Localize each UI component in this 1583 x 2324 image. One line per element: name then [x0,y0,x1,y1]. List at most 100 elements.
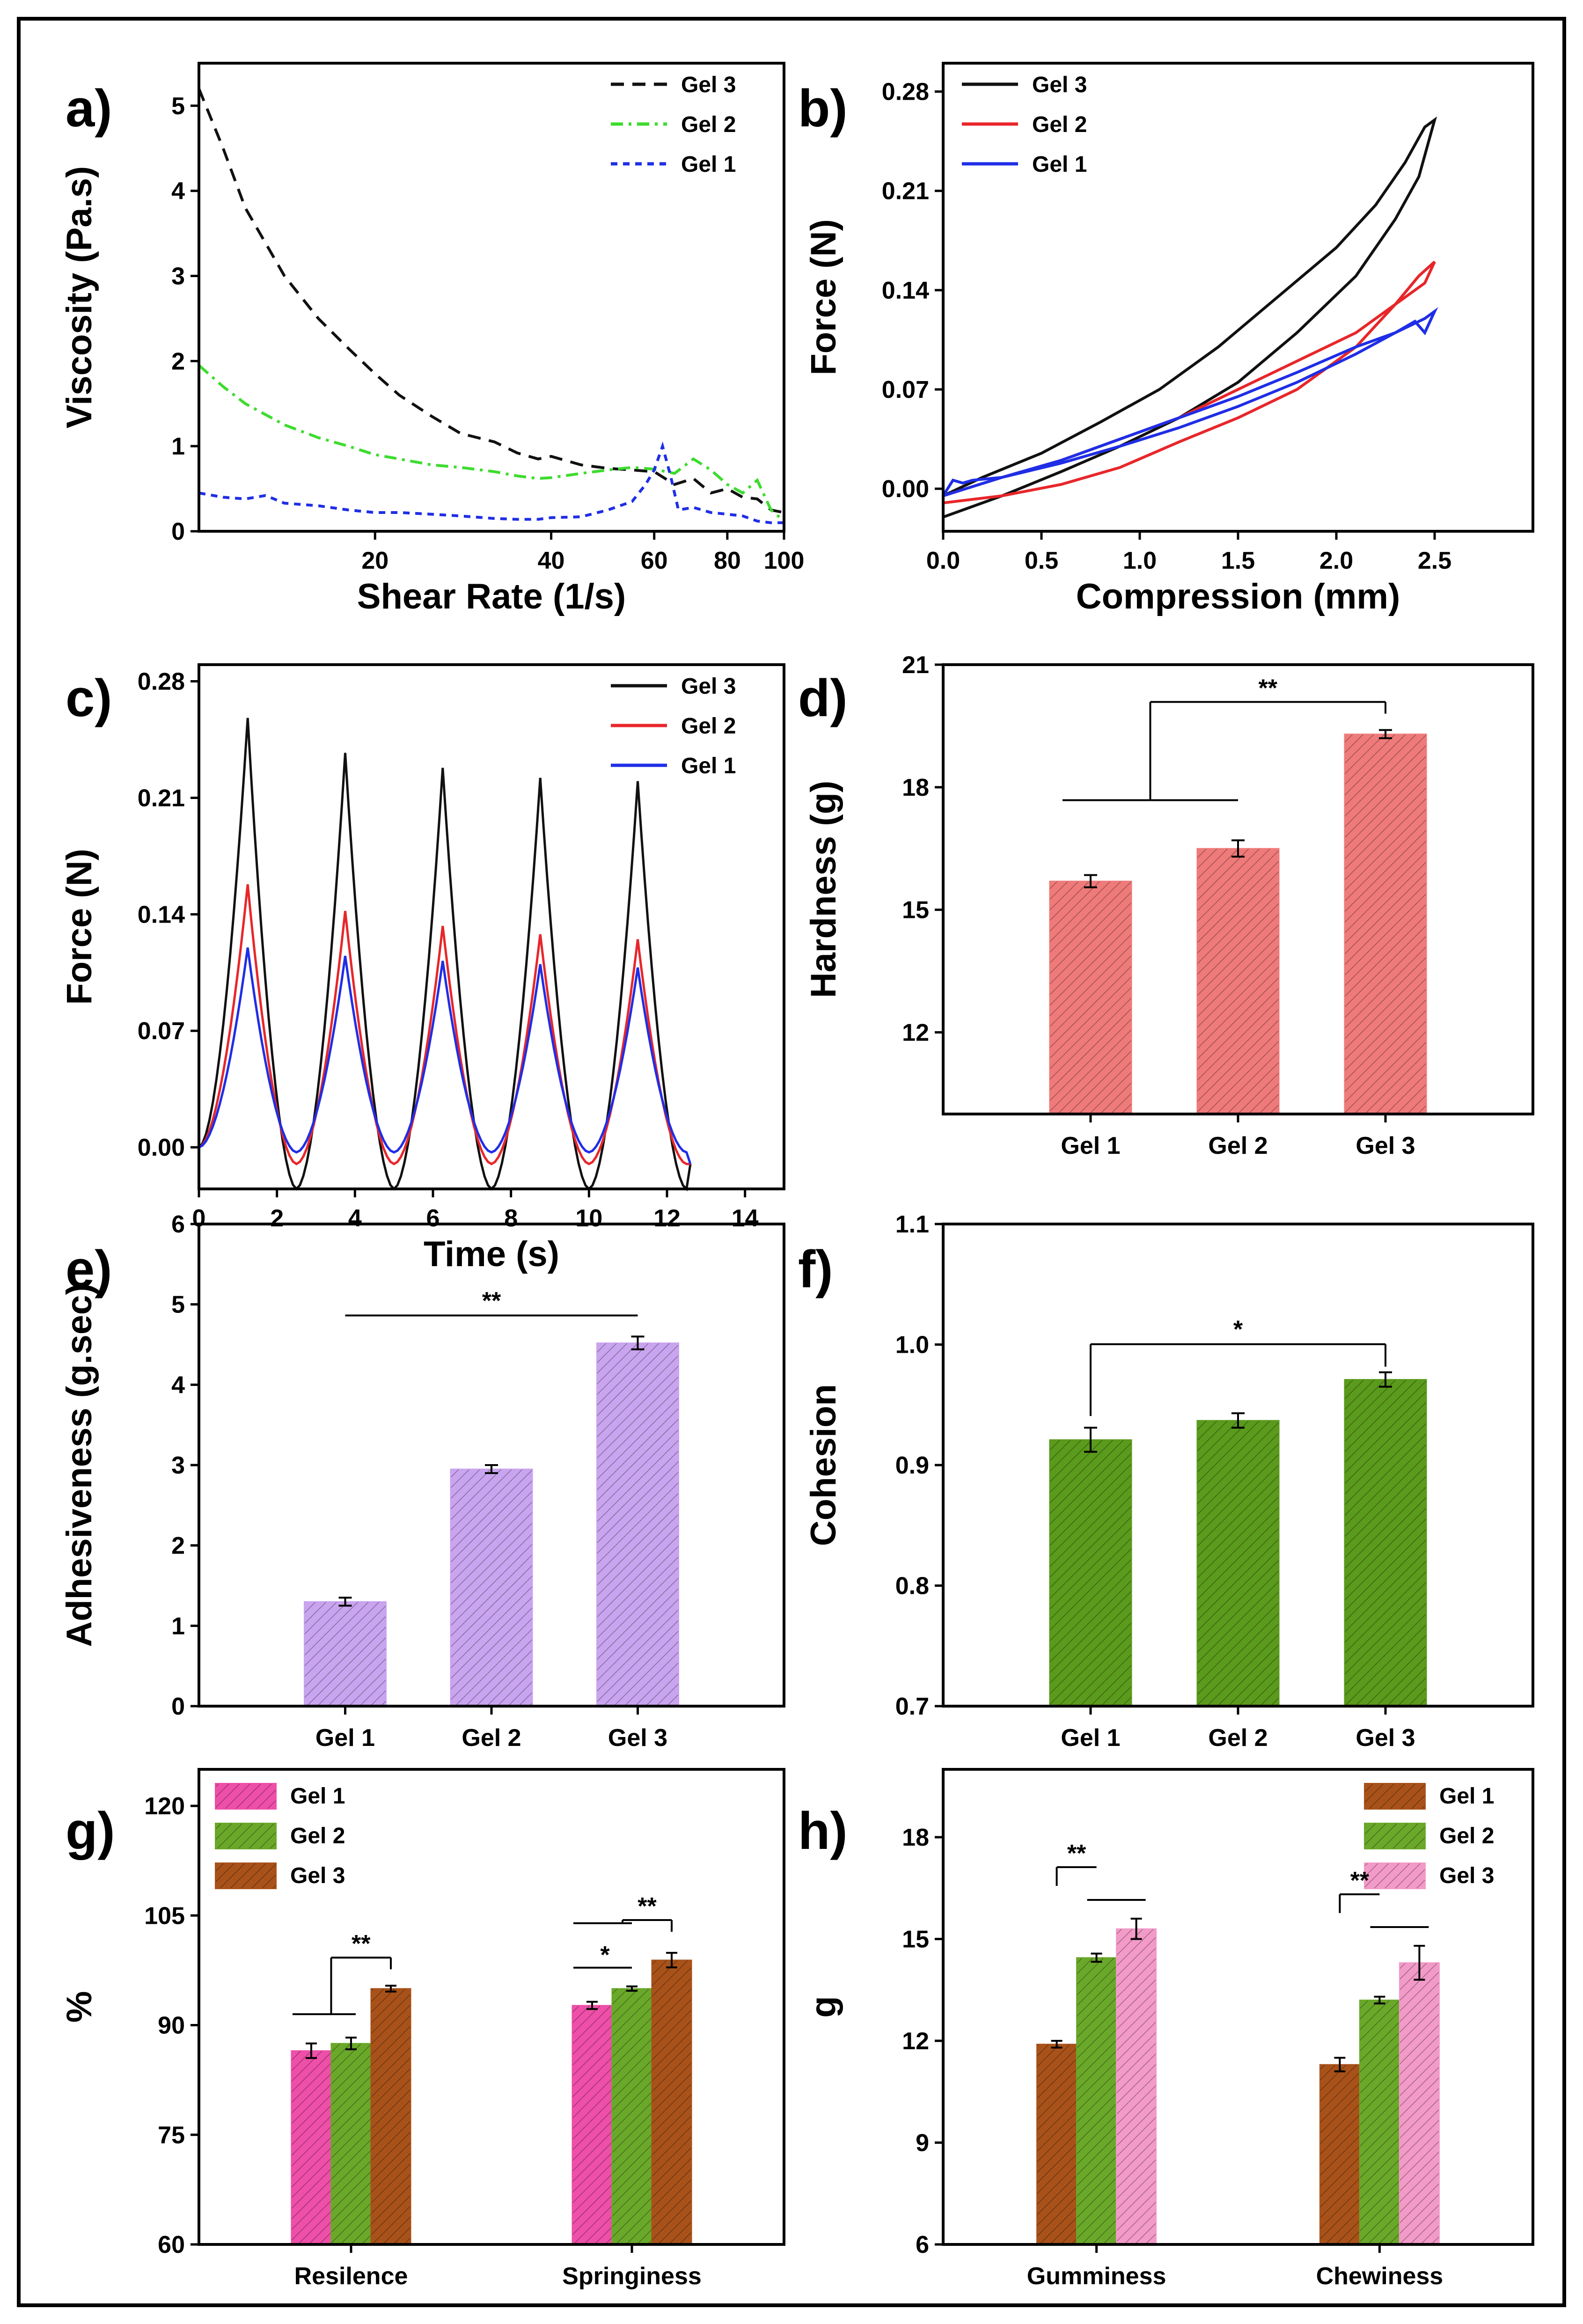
legend-swatch [215,1823,277,1849]
plot-frame [198,663,785,1190]
y-tick-label: 2 [171,1532,185,1560]
x-tick-label: 8 [504,1205,518,1232]
y-tick-label: 21 [902,652,929,679]
y-tick-label: 18 [902,774,929,801]
bar-gel2-chewiness [1359,2000,1400,2245]
bar-gel2-springiness [611,1988,652,2245]
y-tick-label: 0.14 [138,901,185,928]
series-line-gel1 [198,947,692,1165]
panel-a: a) 0 1 2 3 4 5 Viscosity (Pa.s) 20 40 60 80 100 Shear… [59,62,805,616]
bar-gel1-chewiness [1319,2064,1360,2245]
series-line-gel2 [198,364,785,522]
y-tick-label: 0.00 [882,476,929,503]
legend-label: Gel 1 [1439,1784,1494,1809]
legend-label: Gel 3 [681,73,736,97]
x-tick-label: Gel 1 [1061,1724,1120,1752]
y-tick-label: 0.21 [138,784,185,812]
panel-letter: d) [798,669,848,727]
bar-gel2-resilence [330,2043,372,2245]
x-tick-label: Resilence [294,2263,408,2290]
y-tick-label: 0.21 [882,178,929,205]
y-axis-title: % [59,1991,99,2023]
panel-letter: a) [66,79,112,138]
x-tick-label: 0.0 [926,547,960,574]
plot-frame [198,62,785,533]
legend-label: Gel 2 [1439,1824,1494,1848]
legend-label: Gel 2 [290,1824,345,1848]
plot-frame [942,663,1534,1115]
y-axis-title: Force (N) [804,219,843,375]
y-tick-label: 0.9 [895,1452,929,1479]
panel-letter: h) [798,1802,848,1860]
legend-label: Gel 3 [681,674,736,699]
significance-label: * [1233,1316,1243,1343]
x-tick-label: 10 [575,1205,602,1232]
x-tick-label: Gel 3 [1356,1724,1415,1752]
bar-gel1 [304,1601,387,1707]
y-tick-label: 5 [171,1291,185,1319]
bar-gel2 [1196,1420,1280,1707]
panel-letter: c) [66,669,112,727]
bar-gel3-chewiness [1399,1962,1440,2245]
bar-gel2-gumminess [1076,1957,1117,2245]
series-line-gel1 [198,441,784,524]
y-tick-label: 5 [171,93,185,120]
x-tick-label: 2.0 [1319,547,1353,574]
panel-b: b) 0.00 0.07 0.14 0.21 0.28 Force (N) 0.0 0.5 1.0… [798,62,1534,616]
significance-label: * [600,1942,610,1969]
x-tick-label: 14 [732,1205,759,1232]
x-tick-label: Gel 1 [315,1724,375,1752]
series-line-gel1 [942,307,1438,498]
y-tick-label: 0.07 [882,376,929,403]
x-tick-label: Gel 2 [1208,1132,1268,1159]
x-tick-label: Gel 2 [462,1724,521,1752]
y-tick-label: 0 [171,518,185,545]
series-line-gel3 [198,718,692,1192]
bar-gel3-resilence [370,1988,411,2245]
y-tick-label: 18 [902,1824,929,1851]
x-tick-label: 6 [426,1205,440,1232]
y-tick-label: 90 [158,2012,185,2039]
legend-label: Gel 1 [1032,152,1087,177]
y-axis-title: Cohesion [804,1384,843,1546]
y-tick-label: 60 [158,2231,185,2258]
x-tick-label: 12 [653,1205,681,1232]
y-tick-label: 0.8 [895,1573,929,1600]
x-tick-label: Gel 1 [1061,1132,1120,1159]
plot-frame [942,1768,1534,2246]
y-tick-label: 0.7 [895,1693,929,1720]
y-tick-label: 9 [916,2130,929,2157]
x-axis-title: Shear Rate (1/s) [357,577,626,616]
y-tick-label: 3 [171,263,185,290]
y-tick-label: 1.1 [895,1211,929,1238]
legend-swatch [215,1862,277,1889]
y-axis-title: Viscosity (Pa.s) [59,166,99,428]
x-tick-label: 20 [361,547,388,574]
x-tick-label: Gel 2 [1208,1724,1268,1752]
x-tick-label: Chewiness [1316,2263,1444,2290]
y-tick-label: 0.14 [882,277,929,304]
bar-gel1 [1049,880,1132,1114]
x-tick-label: 100 [764,547,805,574]
y-tick-label: 120 [144,1793,185,1820]
significance-label: ** [1259,675,1278,702]
panel-g: Resilence Springiness Gel 1 Gel 2 Gel 3 g) 60 7… [59,1768,785,2290]
legend-label: Gel 1 [681,754,736,778]
y-tick-label: 6 [916,2231,929,2258]
y-tick-label: 1.0 [895,1332,929,1359]
significance-label: ** [1067,1840,1086,1867]
bar-gel1-springiness [572,2005,613,2245]
y-tick-label: 0 [171,1693,185,1720]
y-tick-label: 4 [171,178,185,205]
y-axis-title: Force (N) [59,849,99,1005]
legend-label: Gel 3 [290,1863,345,1888]
legend-swatch [215,1783,277,1810]
bar-gel1 [1049,1439,1132,1707]
panel-letter: b) [798,79,848,138]
y-tick-label: 15 [902,897,929,924]
y-tick-label: 105 [144,1902,185,1929]
x-tick-label: 1.0 [1123,547,1157,574]
bar-gel1-gumminess [1036,2044,1077,2245]
